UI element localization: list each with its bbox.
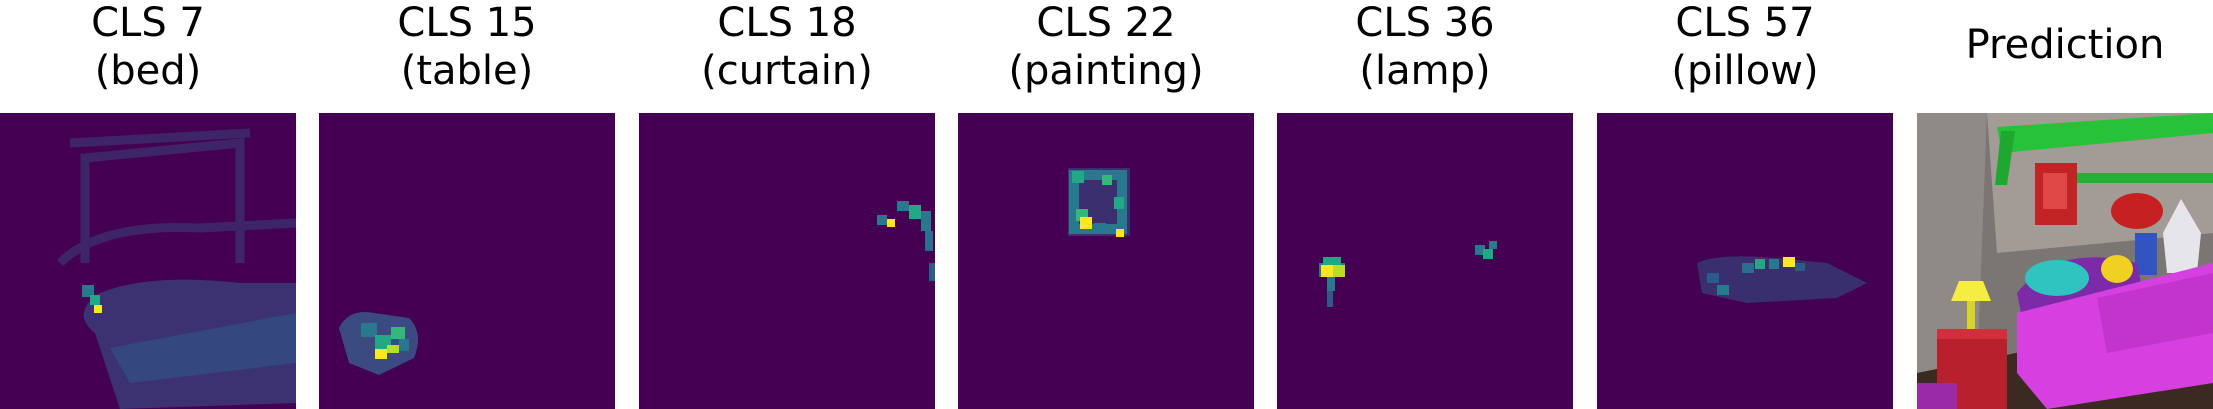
panel-title-class: CLS 36 <box>1355 0 1495 46</box>
attention-map-table <box>319 113 615 409</box>
attention-panel-painting: CLS 22 (painting) <box>958 0 1254 409</box>
panel-title-class: CLS 22 <box>1036 0 1176 46</box>
panel-title-label: (table) <box>400 48 534 94</box>
panel-title-class: CLS 7 <box>91 0 205 46</box>
panel-title-class: CLS 57 <box>1675 0 1815 46</box>
attention-map-bed <box>0 113 296 409</box>
panel-title-class: CLS 18 <box>717 0 857 46</box>
attention-map-pillow <box>1597 113 1893 409</box>
panel-title-class: CLS 15 <box>397 0 537 46</box>
prediction-image <box>1917 113 2213 409</box>
attention-map-painting <box>958 113 1254 409</box>
attention-panel-pillow: CLS 57 (pillow) <box>1597 0 1893 409</box>
attention-map-lamp <box>1277 113 1573 409</box>
panel-title-label: (painting) <box>1008 48 1204 94</box>
prediction-title: Prediction <box>1965 22 2165 68</box>
panel-title-label: (lamp) <box>1359 48 1491 94</box>
attention-panel-table: CLS 15 (table) <box>319 0 615 409</box>
panel-title-label: (curtain) <box>701 48 873 94</box>
attention-panel-bed: CLS 7 (bed) <box>0 0 296 409</box>
attention-panel-curtain: CLS 18 (curtain) <box>639 0 935 409</box>
panel-title-label: (pillow) <box>1671 48 1819 94</box>
prediction-panel: Prediction <box>1917 0 2213 409</box>
attention-panel-lamp: CLS 36 (lamp) <box>1277 0 1573 409</box>
attention-map-curtain <box>639 113 935 409</box>
panel-title-label: (bed) <box>94 48 202 94</box>
